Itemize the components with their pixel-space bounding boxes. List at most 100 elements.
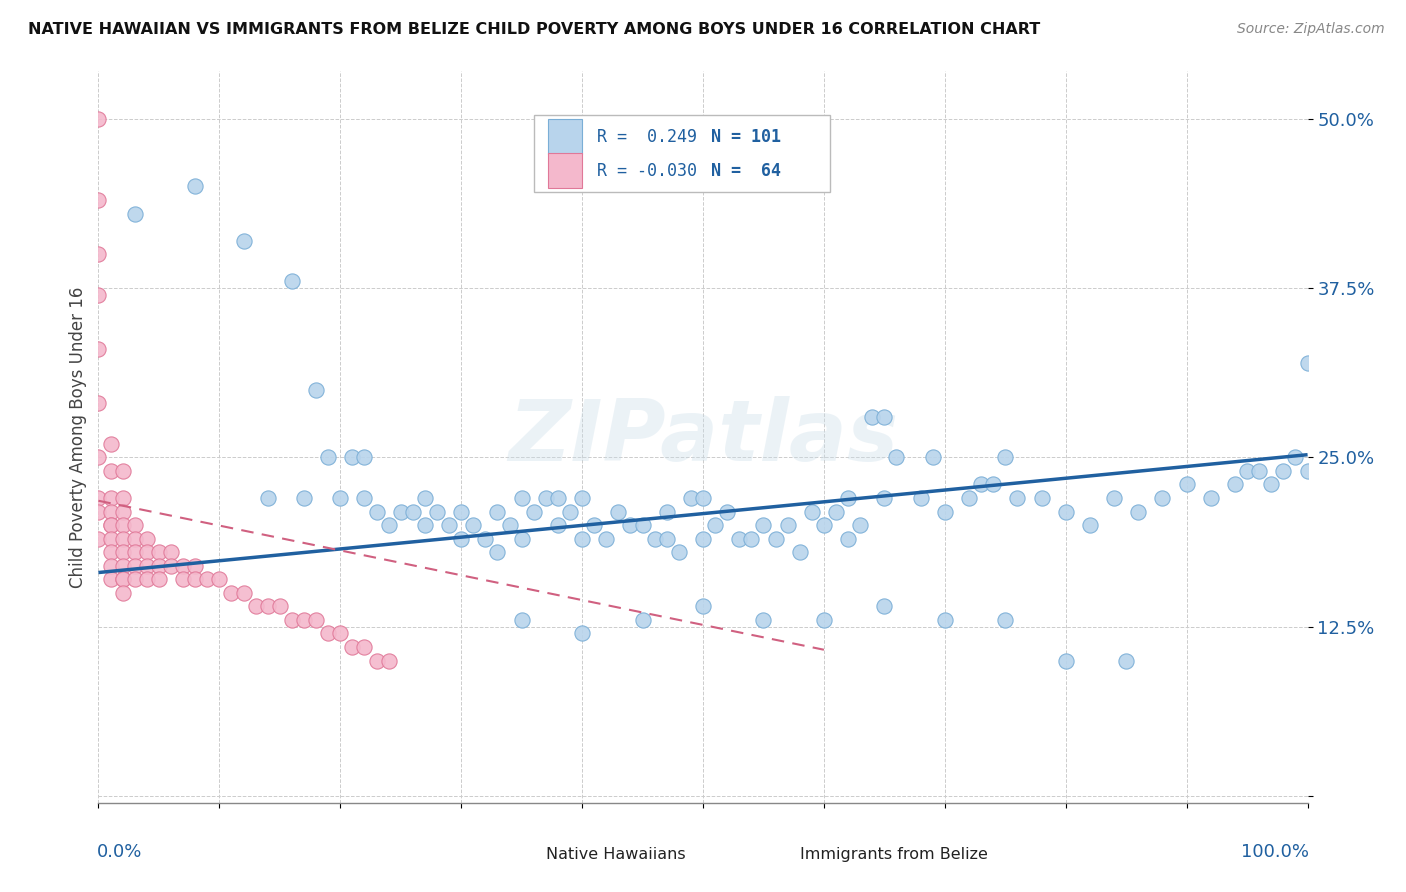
Point (510, 532, 533, 546)
Point (100, 518, 122, 533)
Point (111, 558, 134, 573)
Point (124, 545, 146, 559)
Point (256, 599, 278, 614)
Point (377, 518, 399, 533)
Point (813, 518, 835, 533)
Point (172, 572, 194, 586)
Point (305, 383, 328, 397)
Point (463, 518, 485, 533)
Point (124, 572, 146, 586)
Point (752, 518, 775, 533)
Point (1199, 491, 1222, 505)
FancyBboxPatch shape (534, 115, 830, 192)
Point (124, 518, 146, 533)
Point (221, 586, 243, 600)
Point (1223, 477, 1246, 491)
Point (692, 491, 714, 505)
Point (100, 558, 122, 573)
Point (571, 532, 593, 546)
Point (558, 505, 581, 519)
Point (87, 505, 110, 519)
Point (607, 505, 630, 519)
Point (1272, 464, 1295, 478)
Point (232, 234, 254, 248)
Point (571, 626, 593, 640)
Point (87, 532, 110, 546)
Point (692, 599, 714, 614)
Point (366, 654, 388, 668)
Point (100, 532, 122, 546)
Point (100, 505, 122, 519)
Point (100, 518, 122, 533)
Point (87, 247, 110, 261)
Point (160, 545, 183, 559)
Point (124, 206, 146, 220)
Point (1007, 491, 1029, 505)
Point (245, 599, 267, 614)
Point (377, 654, 399, 668)
Point (825, 505, 848, 519)
Point (292, 613, 315, 627)
Point (716, 505, 738, 519)
Point (135, 572, 157, 586)
FancyBboxPatch shape (509, 840, 536, 868)
Point (1031, 491, 1053, 505)
Text: N =  64: N = 64 (711, 161, 782, 179)
Point (87, 396, 110, 410)
Point (160, 558, 183, 573)
Point (970, 477, 993, 491)
Point (195, 572, 218, 586)
Point (921, 450, 943, 465)
Point (860, 409, 883, 424)
Text: N = 101: N = 101 (711, 128, 782, 145)
Point (450, 532, 472, 546)
Point (281, 613, 304, 627)
Point (111, 545, 134, 559)
Point (305, 613, 328, 627)
Point (124, 532, 146, 546)
Text: Source: ZipAtlas.com: Source: ZipAtlas.com (1237, 22, 1385, 37)
Point (1260, 477, 1282, 491)
Point (1249, 464, 1271, 478)
Point (740, 532, 762, 546)
Point (631, 518, 654, 533)
Text: NATIVE HAWAIIAN VS IMMIGRANTS FROM BELIZE CHILD POVERTY AMONG BOYS UNDER 16 CORR: NATIVE HAWAIIAN VS IMMIGRANTS FROM BELIZ… (28, 22, 1040, 37)
Point (486, 505, 509, 519)
Point (800, 505, 823, 519)
Point (547, 491, 569, 505)
Point (837, 532, 859, 546)
Point (316, 450, 339, 465)
Point (353, 450, 375, 465)
Point (281, 274, 304, 288)
Point (426, 505, 449, 519)
Point (292, 491, 315, 505)
Point (148, 545, 170, 559)
Point (87, 288, 110, 302)
Point (498, 518, 520, 533)
Point (413, 491, 436, 505)
Point (486, 545, 509, 559)
Point (849, 518, 872, 533)
Point (87, 193, 110, 207)
Point (135, 545, 157, 559)
Point (184, 558, 207, 573)
Point (413, 518, 436, 533)
Point (100, 572, 122, 586)
Text: ZIPatlas: ZIPatlas (508, 395, 898, 479)
FancyBboxPatch shape (548, 153, 582, 188)
Point (1115, 654, 1137, 668)
Point (87, 491, 110, 505)
Point (934, 613, 956, 627)
Point (111, 532, 134, 546)
Point (148, 572, 170, 586)
Point (1296, 464, 1319, 478)
Point (474, 532, 496, 546)
Point (1054, 654, 1077, 668)
Point (353, 491, 375, 505)
Point (631, 613, 654, 627)
Point (184, 179, 207, 194)
Point (644, 532, 666, 546)
Point (1152, 491, 1174, 505)
Point (776, 518, 799, 533)
Point (1128, 505, 1150, 519)
